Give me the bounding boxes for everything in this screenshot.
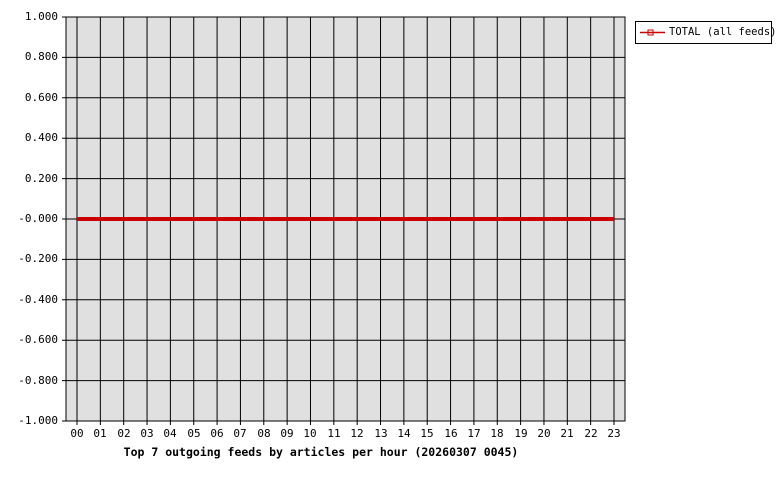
x-tick-label: 02: [117, 427, 131, 440]
x-tick-label: 11: [327, 427, 341, 440]
x-tick-label: 13: [374, 427, 388, 440]
x-tick-label: 16: [444, 427, 458, 440]
x-tick-label: 21: [560, 427, 574, 440]
x-tick-label: 19: [514, 427, 528, 440]
x-tick-label: 04: [163, 427, 177, 440]
y-tick-label: 1.000: [24, 10, 58, 23]
x-tick-label: 20: [537, 427, 551, 440]
x-tick-label: 07: [233, 427, 247, 440]
line-marker-icon: [640, 29, 665, 36]
legend-series-label: TOTAL (all feeds): [669, 26, 777, 38]
x-tick-label: 10: [303, 427, 317, 440]
y-tick-label: 0.400: [24, 131, 58, 144]
x-tick-label: 14: [397, 427, 411, 440]
y-tick-label: -0.600: [18, 333, 58, 346]
x-tick-label: 01: [93, 427, 107, 440]
y-tick-label: -0.800: [18, 374, 58, 387]
y-tick-label: -1.000: [18, 414, 58, 427]
x-tick-label: 09: [280, 427, 294, 440]
x-tick-label: 08: [257, 427, 271, 440]
y-tick-label: -0.400: [18, 293, 58, 306]
y-tick-label: 0.600: [24, 91, 58, 104]
x-tick-label: 23: [607, 427, 621, 440]
y-tick-label: -0.000: [18, 212, 58, 225]
x-tick-label: 22: [584, 427, 598, 440]
chart-title: Top 7 outgoing feeds by articles per hou…: [123, 445, 519, 459]
y-tick-label: -0.200: [18, 252, 58, 265]
x-tick-label: 05: [187, 427, 201, 440]
x-tick-label: 00: [70, 427, 84, 440]
legend: TOTAL (all feeds): [635, 21, 776, 44]
x-tick-label: 15: [420, 427, 434, 440]
x-tick-label: 03: [140, 427, 154, 440]
plot-border: [65, 16, 626, 422]
y-tick-label: 0.200: [24, 172, 58, 185]
x-tick-label: 18: [490, 427, 504, 440]
y-tick-label: 0.800: [24, 50, 58, 63]
x-tick-label: 12: [350, 427, 364, 440]
x-tick-label: 06: [210, 427, 224, 440]
x-tick-label: 17: [467, 427, 481, 440]
